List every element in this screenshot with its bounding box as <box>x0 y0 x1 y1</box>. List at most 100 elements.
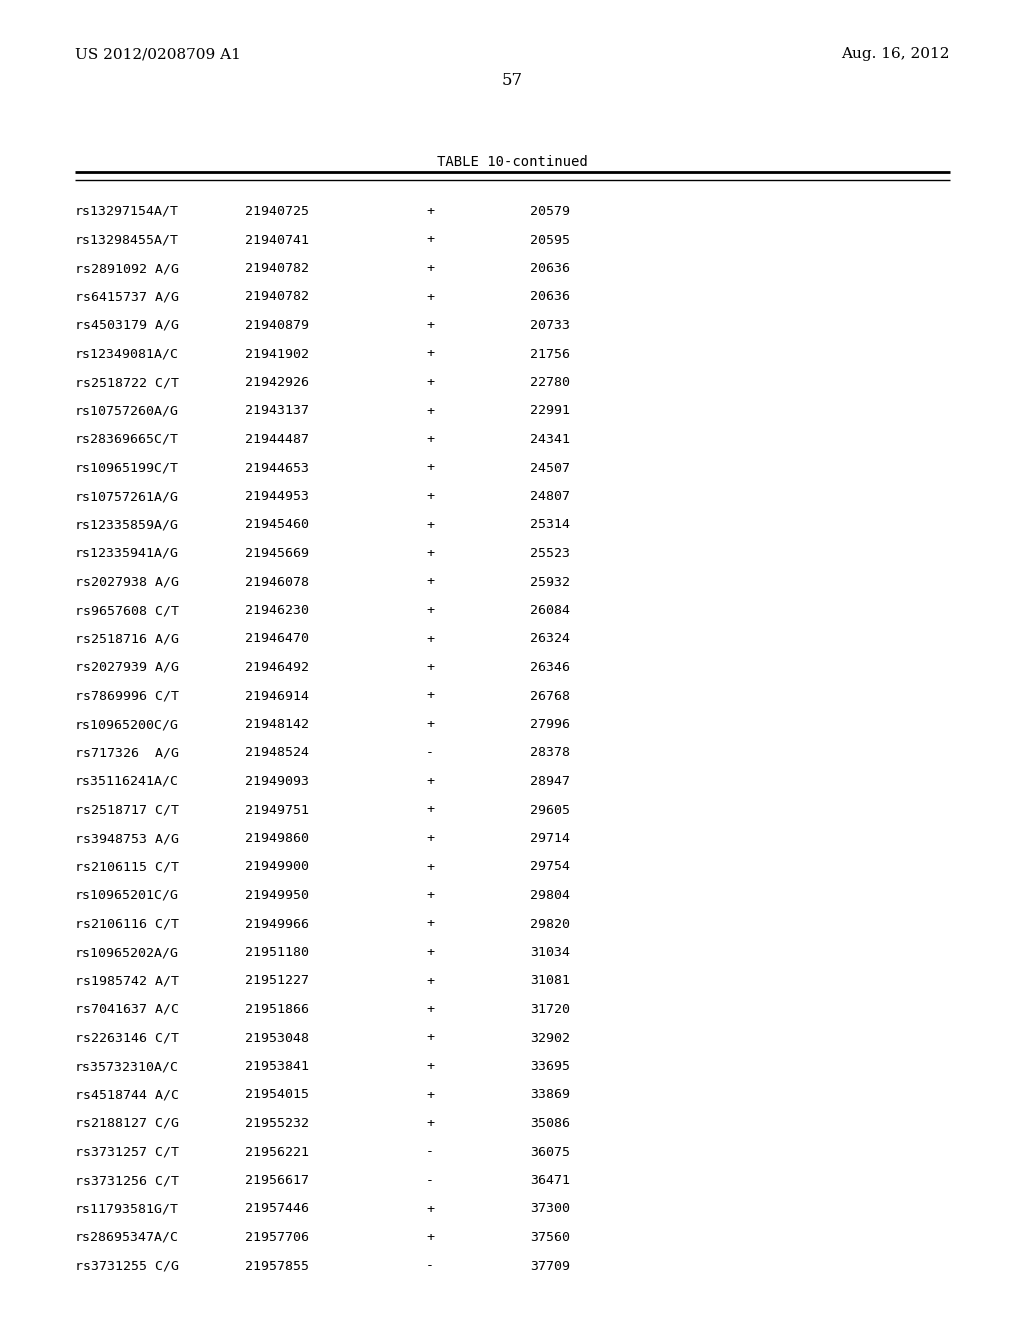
Text: 29820: 29820 <box>530 917 570 931</box>
Text: +: + <box>426 1003 434 1016</box>
Text: 22991: 22991 <box>530 404 570 417</box>
Text: 26346: 26346 <box>530 661 570 675</box>
Text: rs12335941A/G: rs12335941A/G <box>75 546 179 560</box>
Text: +: + <box>426 804 434 817</box>
Text: 21951866: 21951866 <box>245 1003 309 1016</box>
Text: -: - <box>426 1146 434 1159</box>
Text: 21948524: 21948524 <box>245 747 309 759</box>
Text: +: + <box>426 519 434 532</box>
Text: 37300: 37300 <box>530 1203 570 1216</box>
Text: 21944953: 21944953 <box>245 490 309 503</box>
Text: 21957855: 21957855 <box>245 1259 309 1272</box>
Text: +: + <box>426 1060 434 1073</box>
Text: 20733: 20733 <box>530 319 570 333</box>
Text: +: + <box>426 1031 434 1044</box>
Text: rs2188127 C/G: rs2188127 C/G <box>75 1117 179 1130</box>
Text: 21756: 21756 <box>530 347 570 360</box>
Text: +: + <box>426 347 434 360</box>
Text: TABLE 10-continued: TABLE 10-continued <box>436 154 588 169</box>
Text: 28378: 28378 <box>530 747 570 759</box>
Text: 21946470: 21946470 <box>245 632 309 645</box>
Text: 21949093: 21949093 <box>245 775 309 788</box>
Text: 36075: 36075 <box>530 1146 570 1159</box>
Text: 25523: 25523 <box>530 546 570 560</box>
Text: 21957446: 21957446 <box>245 1203 309 1216</box>
Text: 21945460: 21945460 <box>245 519 309 532</box>
Text: +: + <box>426 576 434 589</box>
Text: +: + <box>426 1117 434 1130</box>
Text: 33869: 33869 <box>530 1089 570 1101</box>
Text: 21956221: 21956221 <box>245 1146 309 1159</box>
Text: 21949966: 21949966 <box>245 917 309 931</box>
Text: 37560: 37560 <box>530 1232 570 1243</box>
Text: rs7869996 C/T: rs7869996 C/T <box>75 689 179 702</box>
Text: rs3731255 C/G: rs3731255 C/G <box>75 1259 179 1272</box>
Text: 21946078: 21946078 <box>245 576 309 589</box>
Text: 29754: 29754 <box>530 861 570 874</box>
Text: 21946914: 21946914 <box>245 689 309 702</box>
Text: 21942926: 21942926 <box>245 376 309 389</box>
Text: 21940741: 21940741 <box>245 234 309 247</box>
Text: 21949900: 21949900 <box>245 861 309 874</box>
Text: rs10757260A/G: rs10757260A/G <box>75 404 179 417</box>
Text: 21949860: 21949860 <box>245 832 309 845</box>
Text: 21957706: 21957706 <box>245 1232 309 1243</box>
Text: +: + <box>426 490 434 503</box>
Text: 21941902: 21941902 <box>245 347 309 360</box>
Text: 21940782: 21940782 <box>245 290 309 304</box>
Text: US 2012/0208709 A1: US 2012/0208709 A1 <box>75 48 241 61</box>
Text: 21949751: 21949751 <box>245 804 309 817</box>
Text: +: + <box>426 605 434 616</box>
Text: 37709: 37709 <box>530 1259 570 1272</box>
Text: 57: 57 <box>502 73 522 88</box>
Text: 21943137: 21943137 <box>245 404 309 417</box>
Text: +: + <box>426 319 434 333</box>
Text: 29714: 29714 <box>530 832 570 845</box>
Text: rs7041637 A/C: rs7041637 A/C <box>75 1003 179 1016</box>
Text: +: + <box>426 718 434 731</box>
Text: 22780: 22780 <box>530 376 570 389</box>
Text: 31034: 31034 <box>530 946 570 960</box>
Text: 32902: 32902 <box>530 1031 570 1044</box>
Text: rs10757261A/G: rs10757261A/G <box>75 490 179 503</box>
Text: 20636: 20636 <box>530 290 570 304</box>
Text: 21953841: 21953841 <box>245 1060 309 1073</box>
Text: 21944487: 21944487 <box>245 433 309 446</box>
Text: +: + <box>426 689 434 702</box>
Text: rs4503179 A/G: rs4503179 A/G <box>75 319 179 333</box>
Text: 21940879: 21940879 <box>245 319 309 333</box>
Text: 21946492: 21946492 <box>245 661 309 675</box>
Text: rs13298455A/T: rs13298455A/T <box>75 234 179 247</box>
Text: rs35732310A/C: rs35732310A/C <box>75 1060 179 1073</box>
Text: 21944653: 21944653 <box>245 462 309 474</box>
Text: rs10965199C/T: rs10965199C/T <box>75 462 179 474</box>
Text: 24341: 24341 <box>530 433 570 446</box>
Text: +: + <box>426 1089 434 1101</box>
Text: +: + <box>426 861 434 874</box>
Text: 33695: 33695 <box>530 1060 570 1073</box>
Text: +: + <box>426 290 434 304</box>
Text: 29804: 29804 <box>530 888 570 902</box>
Text: rs717326  A/G: rs717326 A/G <box>75 747 179 759</box>
Text: rs2106116 C/T: rs2106116 C/T <box>75 917 179 931</box>
Text: Aug. 16, 2012: Aug. 16, 2012 <box>842 48 950 61</box>
Text: +: + <box>426 433 434 446</box>
Text: rs12335859A/G: rs12335859A/G <box>75 519 179 532</box>
Text: rs2106115 C/T: rs2106115 C/T <box>75 861 179 874</box>
Text: 28947: 28947 <box>530 775 570 788</box>
Text: rs10965202A/G: rs10965202A/G <box>75 946 179 960</box>
Text: rs13297154A/T: rs13297154A/T <box>75 205 179 218</box>
Text: rs2518722 C/T: rs2518722 C/T <box>75 376 179 389</box>
Text: rs2027939 A/G: rs2027939 A/G <box>75 661 179 675</box>
Text: rs2518716 A/G: rs2518716 A/G <box>75 632 179 645</box>
Text: 26768: 26768 <box>530 689 570 702</box>
Text: rs9657608 C/T: rs9657608 C/T <box>75 605 179 616</box>
Text: +: + <box>426 917 434 931</box>
Text: rs3948753 A/G: rs3948753 A/G <box>75 832 179 845</box>
Text: 21953048: 21953048 <box>245 1031 309 1044</box>
Text: rs11793581G/T: rs11793581G/T <box>75 1203 179 1216</box>
Text: 21956617: 21956617 <box>245 1173 309 1187</box>
Text: -: - <box>426 1173 434 1187</box>
Text: 31720: 31720 <box>530 1003 570 1016</box>
Text: +: + <box>426 404 434 417</box>
